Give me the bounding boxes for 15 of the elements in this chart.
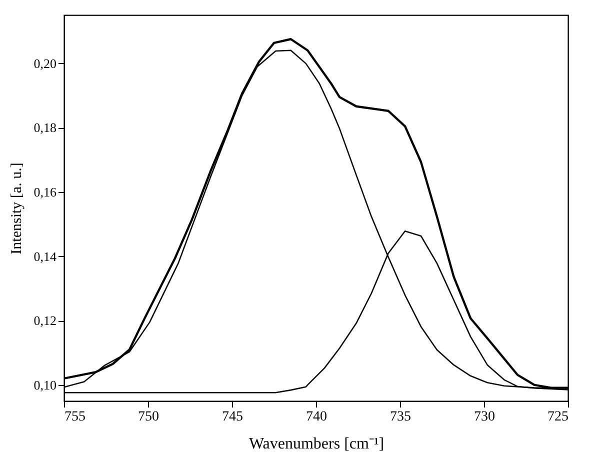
y-tick-label: 0,12 xyxy=(34,313,56,328)
y-tick-label: 0,10 xyxy=(34,377,56,392)
y-tick-label: 0,16 xyxy=(34,184,57,200)
y-tick-label: 0,14 xyxy=(34,248,57,264)
x-tick-label: 740 xyxy=(306,410,327,424)
x-axis-title: Wavenumbers [cm⁻¹] xyxy=(248,436,384,452)
x-tick-label: 755 xyxy=(64,410,86,424)
y-tick-label: 0,18 xyxy=(34,120,56,136)
x-tick-label: 750 xyxy=(138,410,159,424)
y-axis-title: Intensity [a. u.] xyxy=(8,162,25,254)
y-tick-label: 0,20 xyxy=(34,56,56,71)
x-tick-label: 735 xyxy=(390,410,411,424)
x-tick-label: 745 xyxy=(222,410,243,424)
x-tick-label: 730 xyxy=(474,410,495,424)
x-tick-label: 725 xyxy=(548,410,568,424)
